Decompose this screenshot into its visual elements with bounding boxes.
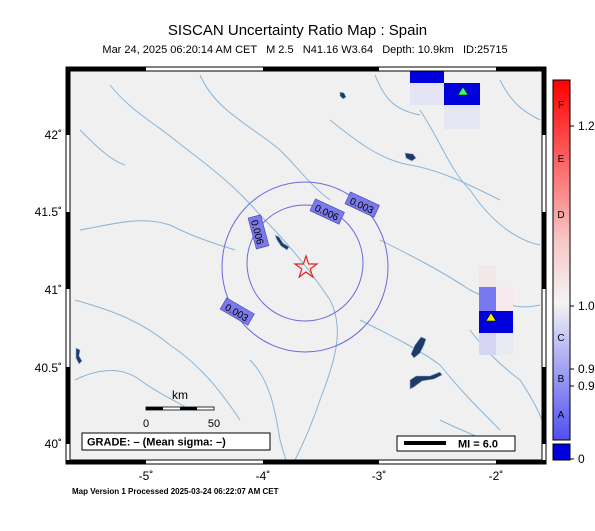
grade-box: GRADE: – (Mean sigma: –) [81,432,271,451]
grade-letter: B [558,374,565,385]
station-triangle-icon [457,86,469,96]
scale-min: 0 [143,418,149,430]
colorbar-value: 0.9 [578,379,595,393]
x-axis-labels: -5˚ -4˚ -3˚ -2˚ [139,469,504,483]
grade-letter: F [558,100,564,111]
y-tick-label: 42˚ [45,128,62,142]
rivers [74,74,542,460]
grade-letter: D [557,210,564,221]
map-frame [65,66,547,465]
grade-letter: A [558,410,565,421]
uncertainty-pixels [410,71,513,355]
station-triangle-icon [485,312,497,322]
contour-inner [246,204,364,322]
x-tick-label: -4˚ [256,469,271,483]
grade-letter: C [557,333,564,344]
x-tick-label: -5˚ [139,469,154,483]
colorbar: F E D C B A 1.2 1.0 0.9 0.9 0 [552,79,595,466]
y-tick-label: 41˚ [45,283,62,297]
y-tick-label: 40.5˚ [35,361,62,375]
contour-outer [221,181,389,353]
y-axis-labels: 42˚ 41.5˚ 41˚ 40.5˚ 40˚ [35,128,62,451]
colorbar-value: 1.2 [578,119,595,133]
mi-text: MI = 6.0 [458,439,498,451]
colorbar-value: 1.0 [578,299,595,313]
scale-unit: km [172,388,188,402]
map-title: SISCAN Uncertainty Ratio Map : Spain [167,22,428,39]
scale-max: 50 [208,418,220,430]
colorbar-value: 0 [578,452,585,466]
mi-box: MI = 6.0 [396,435,516,452]
y-tick-label: 41.5˚ [35,205,62,219]
map-footer: Map Version 1 Processed 2025-03-24 06:22… [72,487,279,496]
uncertainty-contours [221,181,389,353]
scale-bar: km 0 50 [143,388,220,430]
map-subtitle: Mar 24, 2025 06:20:14 AM CET M 2.5 N41.1… [102,44,508,56]
y-tick-label: 40˚ [45,437,62,451]
x-tick-label: -2˚ [489,469,504,483]
grade-letter: E [558,154,565,165]
map-land [70,71,542,460]
star-icon [293,254,319,279]
x-tick-label: -3˚ [372,469,387,483]
reservoirs [75,91,443,390]
grade-text: GRADE: – (Mean sigma: –) [87,437,226,449]
colorbar-value: 0.9 [578,362,595,376]
